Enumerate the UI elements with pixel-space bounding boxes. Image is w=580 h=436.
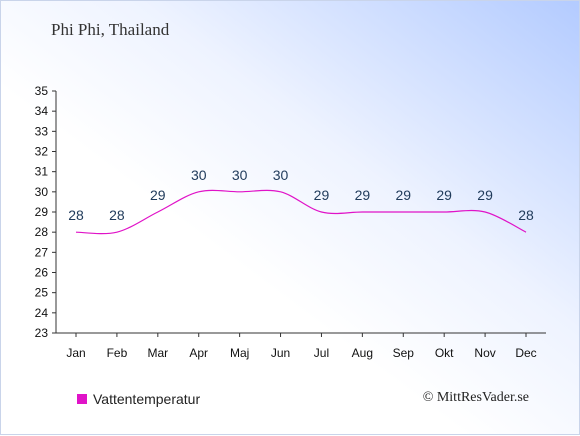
x-tick-label: Okt bbox=[435, 346, 454, 360]
data-label: 30 bbox=[232, 167, 248, 183]
y-tick-label: 29 bbox=[35, 205, 49, 219]
y-axis-ticks: 23 24 25 26 27 28 29 30 31 32 33 34 35 bbox=[35, 84, 56, 340]
y-tick-label: 24 bbox=[35, 306, 49, 320]
data-label: 29 bbox=[150, 187, 166, 203]
x-tick-label: Maj bbox=[230, 346, 249, 360]
y-tick-label: 28 bbox=[35, 225, 49, 239]
legend-swatch bbox=[77, 394, 87, 404]
data-label: 28 bbox=[518, 207, 534, 223]
x-tick-label: Nov bbox=[474, 346, 495, 360]
data-label: 29 bbox=[395, 187, 411, 203]
x-tick-label: Apr bbox=[189, 346, 208, 360]
data-label: 30 bbox=[273, 167, 289, 183]
data-label: 29 bbox=[314, 187, 330, 203]
y-tick-label: 23 bbox=[35, 326, 49, 340]
copyright-text: © MittResVader.se bbox=[422, 390, 529, 405]
y-tick-label: 32 bbox=[35, 145, 49, 159]
x-tick-label: Jul bbox=[314, 346, 329, 360]
x-tick-label: Jan bbox=[66, 346, 85, 360]
x-tick-label: Mar bbox=[147, 346, 168, 360]
y-tick-label: 27 bbox=[35, 245, 49, 259]
chart-title: Phi Phi, Thailand bbox=[51, 20, 170, 39]
legend-label: Vattentemperatur bbox=[93, 391, 201, 407]
data-label: 29 bbox=[436, 187, 452, 203]
data-label: 29 bbox=[477, 187, 493, 203]
data-label: 29 bbox=[355, 187, 371, 203]
y-tick-label: 25 bbox=[35, 286, 49, 300]
y-tick-label: 34 bbox=[35, 104, 49, 118]
data-labels: 28 28 29 30 30 30 29 29 29 29 29 28 bbox=[68, 167, 534, 223]
series-line-vattentemperatur bbox=[75, 189, 527, 235]
y-tick-label: 30 bbox=[35, 185, 49, 199]
x-tick-label: Jun bbox=[271, 346, 290, 360]
legend: Vattentemperatur bbox=[77, 391, 200, 407]
x-axis-ticks: Jan Feb Mar Apr Maj Jun Jul Aug Sep Okt Nov Dec bbox=[66, 333, 537, 360]
y-tick-label: 26 bbox=[35, 266, 49, 280]
x-tick-label: Dec bbox=[515, 346, 536, 360]
y-tick-label: 33 bbox=[35, 124, 49, 138]
y-tick-label: 35 bbox=[35, 84, 49, 98]
x-tick-label: Sep bbox=[393, 346, 415, 360]
y-tick-label: 31 bbox=[35, 165, 49, 179]
data-label: 28 bbox=[68, 207, 84, 223]
x-tick-label: Feb bbox=[107, 346, 128, 360]
x-tick-label: Aug bbox=[352, 346, 373, 360]
data-label: 30 bbox=[191, 167, 207, 183]
data-label: 28 bbox=[109, 207, 125, 223]
